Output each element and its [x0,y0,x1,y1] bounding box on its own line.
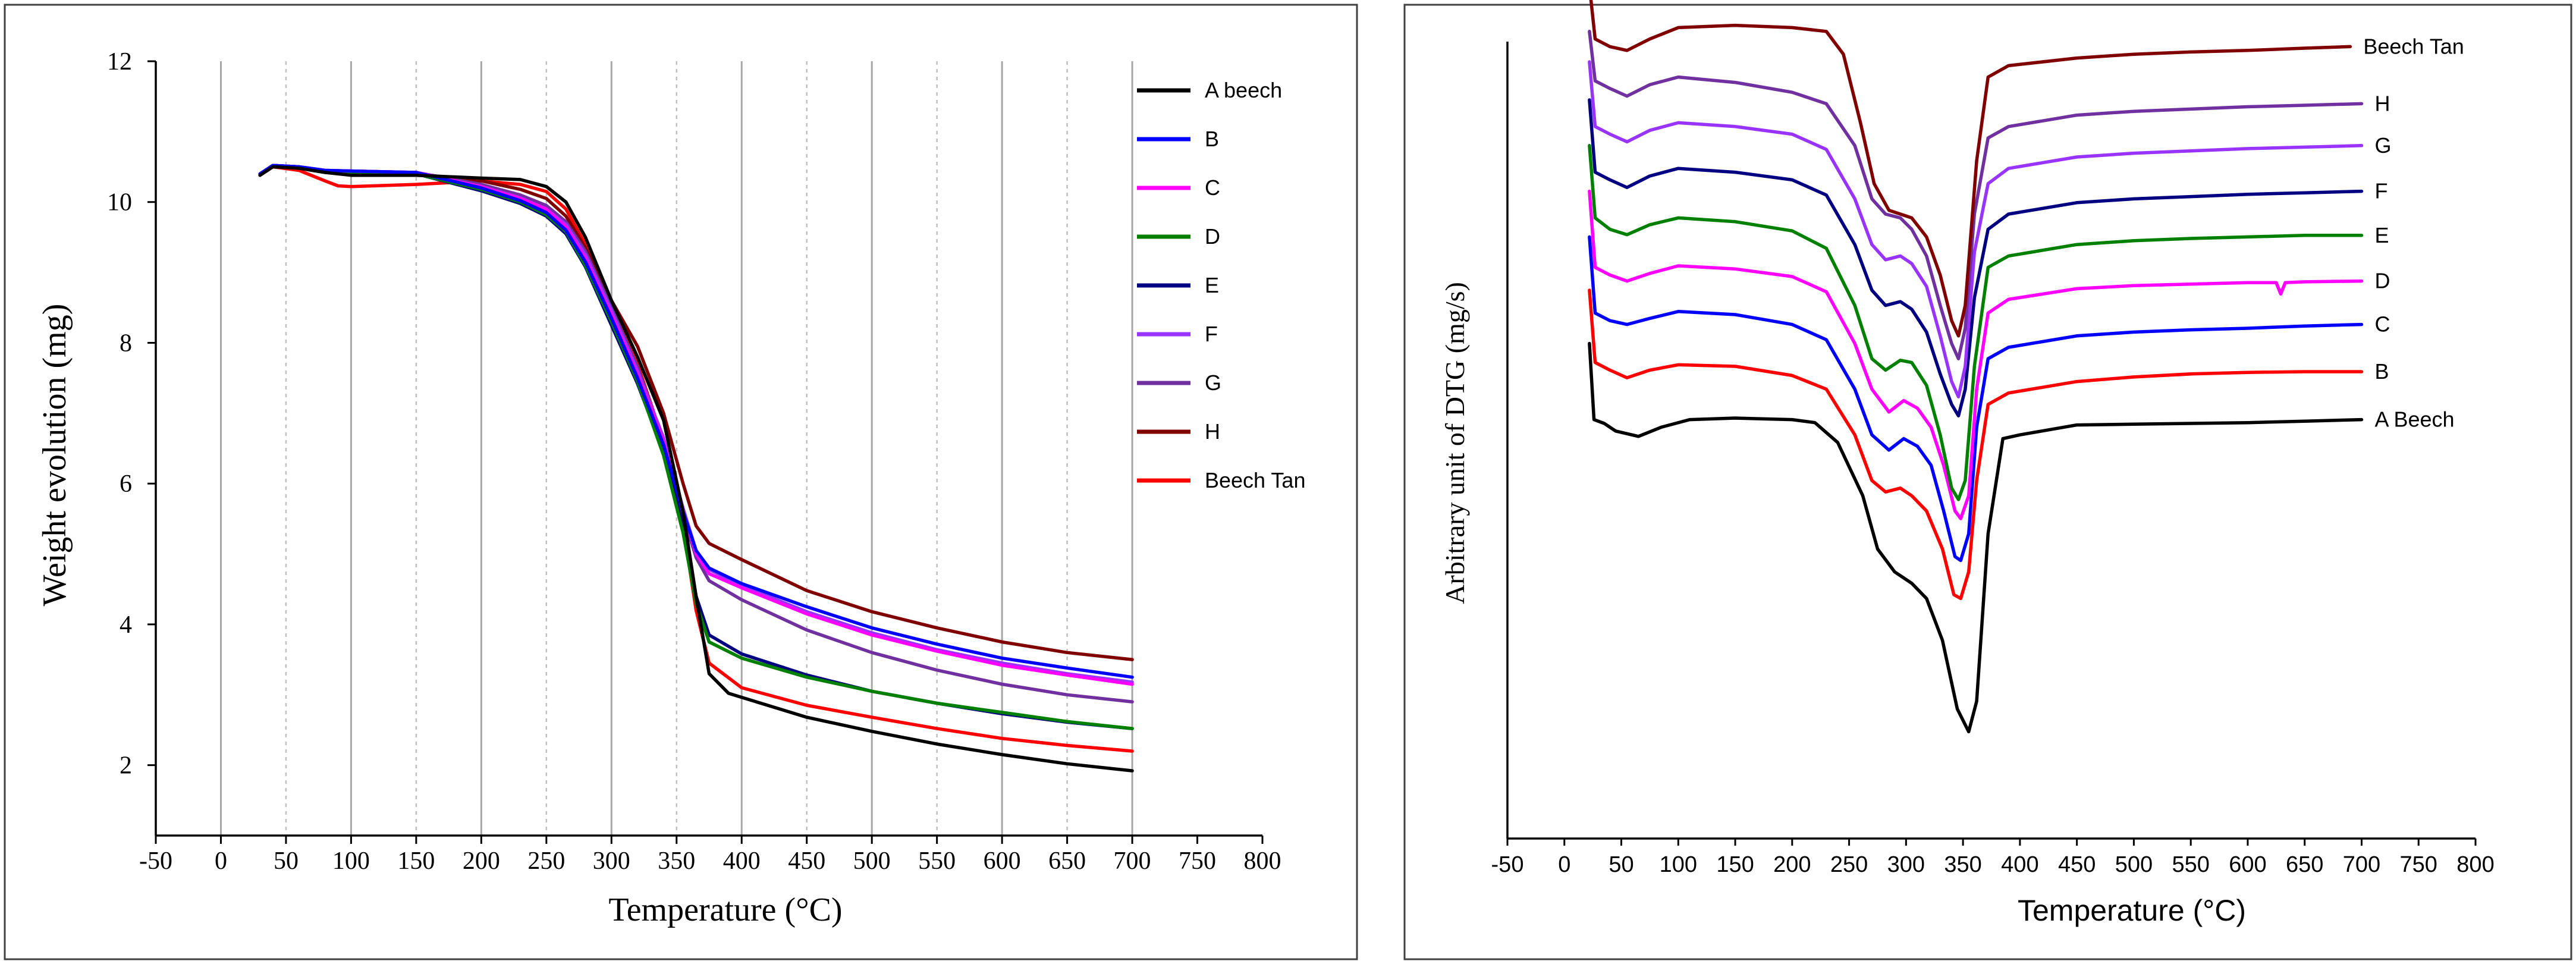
dtg-series-label-d: D [2374,269,2390,293]
dtg-x-tick-label-350: 350 [1944,852,1981,877]
tga-legend-label-g: G [1205,370,1221,395]
tga-x-tick-label-750: 750 [1179,847,1216,875]
dtg-x-tick-label-650: 650 [2286,852,2323,877]
tga-series-a-beech [258,165,1134,773]
tga-y-tick-label-4: 4 [120,611,132,639]
tga-legend-label-f: F [1205,322,1218,346]
tga-axes: -50 0 50 100 150 200 250 300 350 400 450 500 550 600 6… [107,48,1281,875]
dtg-x-tick-label-700: 700 [2343,852,2380,877]
tga-legend-label-a-beech: A beech [1205,78,1282,102]
tga-x-tick-label--50: -50 [139,847,172,875]
dtg-x-tick-label-600: 600 [2229,852,2266,877]
dtg-chart-frame [1403,4,2572,960]
tga-x-axis-title: Temperature (°C) [608,891,842,928]
dtg-x-tick-label-0: 0 [1558,852,1570,877]
tga-x-tick-label-650: 650 [1048,847,1086,875]
tga-y-axis-title: Weight evolution (mg) [36,304,73,607]
dtg-chart: -50 0 50 100 150 200 250 300 350 400 450 500 550 600 6… [1403,0,2572,960]
tga-x-tick-label-250: 250 [527,847,565,875]
tga-x-tick-label-700: 700 [1114,847,1151,875]
dtg-y-axis-title: Arbitrary unit of DTG (mg/s) [1440,282,1470,604]
tga-x-tick-label-400: 400 [723,847,761,875]
tga-x-tick-label-800: 800 [1244,847,1281,875]
dtg-x-tick-label-800: 800 [2456,852,2494,877]
tga-y-tick-label-8: 8 [120,329,132,357]
dtg-series-label-beech-tan: Beech Tan [2363,34,2464,58]
tga-x-tick-label-100: 100 [332,847,370,875]
dtg-x-tick-label-450: 450 [2058,852,2096,877]
tga-legend-label-e: E [1205,273,1219,297]
dtg-series-group [1588,0,2364,734]
tga-x-tick-label-200: 200 [463,847,500,875]
dtg-x-tick-label-150: 150 [1716,852,1754,877]
tga-y-tick-label-6: 6 [120,470,132,498]
tga-x-tick-label-550: 550 [918,847,956,875]
tga-x-tick-label-0: 0 [215,847,227,875]
dtg-x-tick-label-300: 300 [1887,852,1925,877]
tga-x-tick-label-150: 150 [397,847,435,875]
dtg-series-e [1588,144,2364,501]
dtg-x-tick-label-500: 500 [2115,852,2153,877]
dtg-x-tick-label-550: 550 [2172,852,2209,877]
dtg-series-c [1588,235,2364,563]
dtg-series-a-beech [1588,341,2364,734]
dtg-axes: -50 0 50 100 150 200 250 300 350 400 450 500 550 600 6… [1491,42,2495,877]
dtg-x-tick-label-400: 400 [2001,852,2038,877]
dtg-x-tick-label-250: 250 [1830,852,1868,877]
dtg-x-tick-label-750: 750 [2400,852,2437,877]
tga-y-tick-label-12: 12 [107,48,132,76]
dtg-x-tick-label--50: -50 [1491,852,1524,877]
dtg-series-h [1588,30,2364,360]
dtg-series-label-a-beech: A Beech [2374,407,2454,432]
tga-series-b [258,164,1134,679]
dtg-series-label-g: G [2374,133,2391,158]
tga-grid [219,61,1133,836]
dtg-series-f [1588,98,2364,417]
tga-y-tick-label-10: 10 [107,189,132,216]
tga-x-tick-label-500: 500 [853,847,891,875]
dtg-series-d [1588,189,2364,520]
dtg-series-label-e: E [2374,223,2389,247]
dtg-x-tick-label-200: 200 [1773,852,1811,877]
dtg-x-axis-title: Temperature (°C) [2018,894,2246,927]
dtg-series-label-c: C [2374,312,2390,337]
dtg-series-label-h: H [2374,91,2390,115]
dtg-series-label-f: F [2374,179,2387,203]
tga-legend-label-c: C [1205,175,1220,200]
tga-x-tick-label-450: 450 [788,847,825,875]
dtg-series-label-b: B [2374,359,2389,384]
dtg-x-tick-label-50: 50 [1609,852,1633,877]
tga-x-tick-label-300: 300 [593,847,630,875]
dtg-series-beech-tan [1589,0,2352,338]
dtg-series-g [1588,60,2364,398]
tga-legend-label-d: D [1205,224,1220,249]
tga-y-tick-label-2: 2 [120,752,132,780]
dtg-series-b [1588,288,2364,601]
tga-x-tick-label-50: 50 [274,847,299,875]
tga-x-tick-label-350: 350 [658,847,695,875]
tga-legend-label-b: B [1205,127,1219,151]
tga-series-group [258,164,1134,773]
tga-chart: -50 0 50 100 150 200 250 300 350 400 450 500 550 600 6… [4,4,1358,960]
tga-x-tick-label-600: 600 [984,847,1021,875]
tga-legend-label-beech-tan: Beech Tan [1205,468,1305,492]
tga-legend-label-h: H [1205,419,1220,444]
dtg-x-tick-label-100: 100 [1660,852,1697,877]
